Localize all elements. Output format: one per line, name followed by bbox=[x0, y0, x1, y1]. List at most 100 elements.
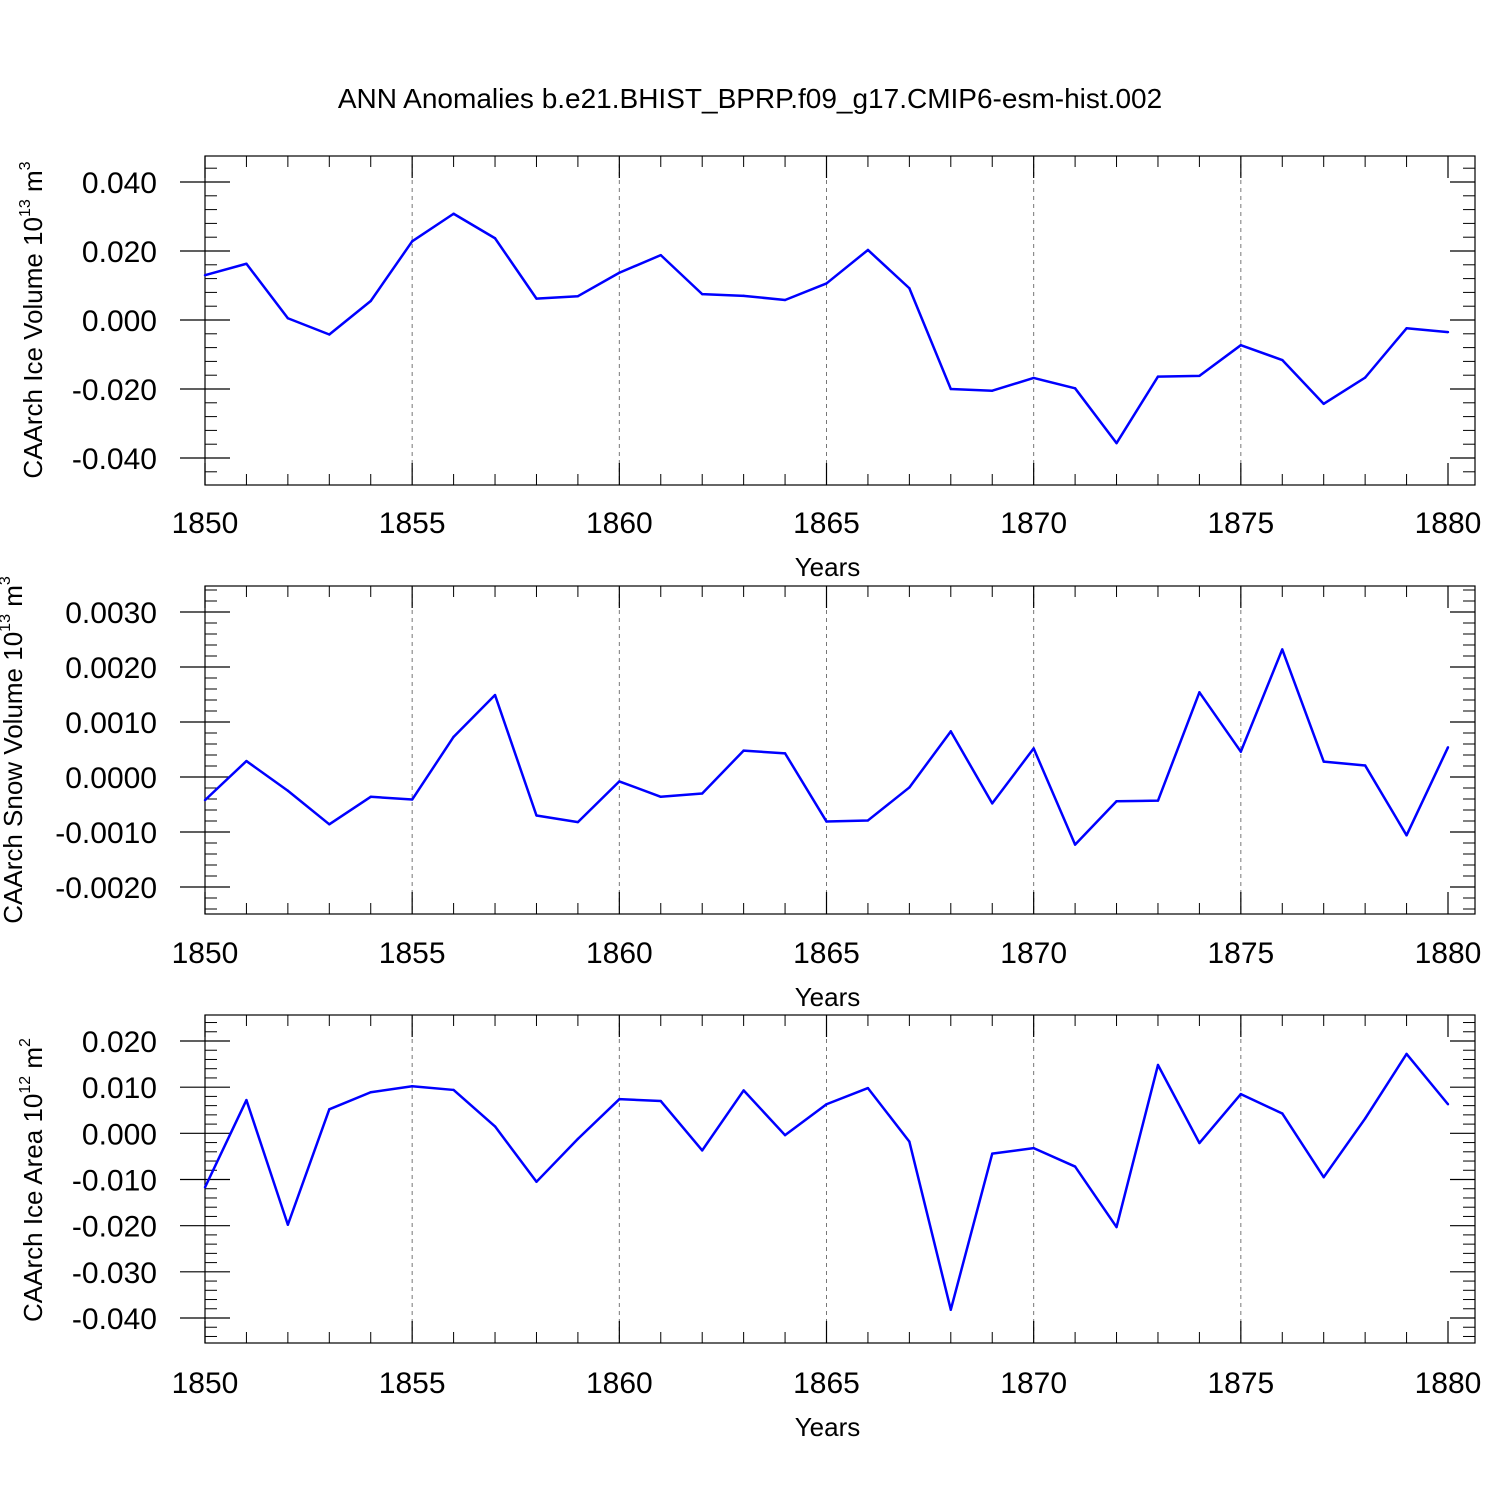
data-point bbox=[1322, 760, 1325, 763]
data-point bbox=[1032, 747, 1035, 750]
data-point bbox=[742, 294, 745, 298]
x-tick-label: 1865 bbox=[793, 1367, 860, 1400]
figure-title: ANN Anomalies b.e21.BHIST_BPRP.f09_g17.C… bbox=[338, 83, 1162, 114]
data-point bbox=[328, 333, 331, 336]
data-point bbox=[1032, 1146, 1035, 1150]
y-tick-label: 0.000 bbox=[82, 305, 157, 338]
data-point bbox=[783, 752, 787, 755]
data-point bbox=[203, 1186, 207, 1189]
y-axis-exponent: 13 bbox=[17, 199, 34, 217]
data-point bbox=[701, 292, 704, 296]
data-point bbox=[825, 820, 828, 823]
data-point bbox=[991, 389, 994, 392]
data-point bbox=[493, 1125, 497, 1128]
data-point bbox=[1239, 1092, 1243, 1096]
y-axis-unit: m bbox=[0, 585, 28, 614]
data-point bbox=[1073, 387, 1077, 390]
data-point bbox=[908, 287, 911, 290]
panel-3: 1850 1855 1860 1865 1870 1875 1880 0.020 0.010 0.… bbox=[17, 1014, 1482, 1442]
data-point bbox=[535, 297, 538, 300]
data-point bbox=[493, 693, 497, 697]
data-point bbox=[1156, 375, 1160, 378]
data-point bbox=[1198, 374, 1201, 378]
y-tick-label: -0.0010 bbox=[55, 817, 157, 850]
data-point bbox=[1405, 1052, 1408, 1056]
data-point bbox=[203, 273, 207, 277]
x-tick-label: 1865 bbox=[793, 937, 860, 970]
data-point bbox=[908, 786, 911, 789]
data-point bbox=[369, 299, 372, 303]
x-tick-label: 1865 bbox=[793, 507, 860, 540]
x-tick-label: 1880 bbox=[1415, 1367, 1482, 1400]
data-point bbox=[866, 819, 870, 822]
y-axis-title-text: CAArch Snow Volume 10 bbox=[0, 632, 28, 924]
data-point bbox=[452, 1088, 455, 1092]
data-point bbox=[783, 298, 787, 302]
data-point bbox=[1032, 376, 1035, 380]
x-tick-label: 1850 bbox=[172, 1367, 239, 1400]
data-point bbox=[1115, 1225, 1118, 1229]
y-axis-title-text: CAArch Ice Area 10 bbox=[18, 1094, 48, 1322]
data-point bbox=[701, 1149, 704, 1152]
y-tick-label: 0.0010 bbox=[65, 707, 157, 740]
y-tick-label: -0.010 bbox=[72, 1165, 157, 1198]
y-axis-title: CAArch Snow Volume 1013 m3 bbox=[0, 576, 28, 924]
y-tick-label: 0.020 bbox=[82, 1026, 157, 1059]
data-point bbox=[742, 749, 745, 752]
x-tick-label: 1850 bbox=[172, 937, 239, 970]
data-point bbox=[369, 1091, 372, 1094]
y-axis-title-text: CAArch Ice Volume 10 bbox=[18, 217, 48, 479]
data-point bbox=[1281, 358, 1284, 362]
data-point bbox=[576, 820, 580, 824]
y-axis-title: CAArch Ice Area 1012 m2 bbox=[17, 1038, 48, 1322]
data-point bbox=[1322, 1175, 1325, 1179]
data-point bbox=[1156, 799, 1160, 802]
x-tick-label: 1875 bbox=[1207, 1367, 1274, 1400]
x-tick-label: 1860 bbox=[586, 937, 653, 970]
x-axis-title: Years bbox=[795, 1412, 861, 1442]
data-point bbox=[245, 1098, 248, 1102]
data-point bbox=[701, 792, 704, 795]
data-point bbox=[369, 795, 372, 798]
panel-2: 1850 1855 1860 1865 1870 1875 1880 0.0030 0.0020… bbox=[0, 576, 1481, 1012]
y-axis-unit: m bbox=[18, 1047, 48, 1076]
x-tick-label: 1850 bbox=[172, 507, 239, 540]
data-point bbox=[203, 798, 207, 802]
data-point bbox=[286, 1223, 290, 1226]
data-point bbox=[452, 735, 455, 739]
x-tick-label: 1855 bbox=[379, 507, 446, 540]
data-point bbox=[659, 253, 662, 257]
y-axis-exponent: 13 bbox=[0, 614, 14, 632]
data-point bbox=[535, 1180, 538, 1184]
data-point bbox=[1405, 834, 1408, 837]
data-point bbox=[618, 271, 621, 274]
data-point bbox=[659, 1099, 662, 1103]
x-tick-label: 1855 bbox=[379, 1367, 446, 1400]
data-point bbox=[949, 730, 952, 733]
data-point bbox=[245, 759, 248, 763]
data-point bbox=[1156, 1063, 1160, 1067]
data-point bbox=[866, 1086, 870, 1090]
data-point bbox=[949, 1308, 952, 1311]
y-tick-label: 0.0000 bbox=[65, 762, 157, 795]
x-tick-label: 1855 bbox=[379, 937, 446, 970]
y-tick-label: -0.030 bbox=[72, 1257, 157, 1290]
panels: 1850 1855 1860 1865 1870 1875 1880 0.040 0.020 0.… bbox=[0, 155, 1482, 1442]
data-point bbox=[452, 212, 455, 215]
panel-1: 1850 1855 1860 1865 1870 1875 1880 0.040 0.020 0.… bbox=[17, 155, 1481, 582]
data-point bbox=[245, 262, 248, 265]
data-point bbox=[1281, 1112, 1284, 1115]
y-axis-unit-exponent: 3 bbox=[0, 576, 14, 585]
x-axis-title: Years bbox=[795, 982, 861, 1012]
y-tick-label: 0.0020 bbox=[65, 652, 157, 685]
data-point bbox=[618, 1097, 621, 1101]
data-point bbox=[742, 1089, 745, 1092]
y-tick-label: 0.000 bbox=[82, 1118, 157, 1151]
data-point bbox=[1446, 1103, 1450, 1106]
data-point bbox=[328, 1108, 331, 1111]
data-point bbox=[783, 1133, 787, 1137]
data-point bbox=[493, 237, 497, 240]
data-point bbox=[410, 798, 414, 801]
data-point bbox=[1239, 343, 1243, 347]
y-axis-exponent: 12 bbox=[17, 1076, 34, 1094]
